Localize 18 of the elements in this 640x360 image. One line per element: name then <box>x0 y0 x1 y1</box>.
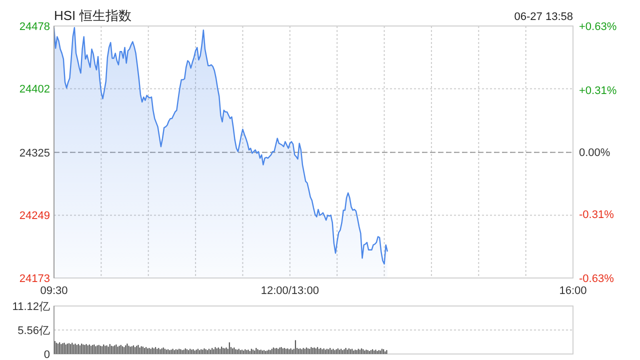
y-tick-label: 24325 <box>19 147 50 160</box>
y2-tick-label: +0.63% <box>579 20 617 33</box>
y-tick-label: 24249 <box>19 210 50 222</box>
x-tick-label: 16:00 <box>559 285 587 297</box>
y-tick-label: 24478 <box>19 20 50 33</box>
chart-title: HSI 恒生指数 <box>54 8 132 23</box>
x-tick-label: 12:00/13:00 <box>260 285 319 297</box>
x-tick-label: 09:30 <box>40 285 68 297</box>
y2-tick-label: +0.31% <box>579 84 617 97</box>
y2-tick-label: 0.00% <box>579 146 610 159</box>
y-tick-label: 24402 <box>19 84 50 96</box>
y-tick-label: 5.56亿 <box>18 324 50 337</box>
text: 06-27 13:58 <box>514 11 573 23</box>
y2-tick-label: -0.63% <box>579 272 614 285</box>
y-tick-label: 0 <box>44 348 50 360</box>
y2-tick-label: -0.31% <box>579 208 614 221</box>
y-tick-label: 24173 <box>19 272 50 285</box>
y-tick-label: 11.12亿 <box>12 300 50 313</box>
